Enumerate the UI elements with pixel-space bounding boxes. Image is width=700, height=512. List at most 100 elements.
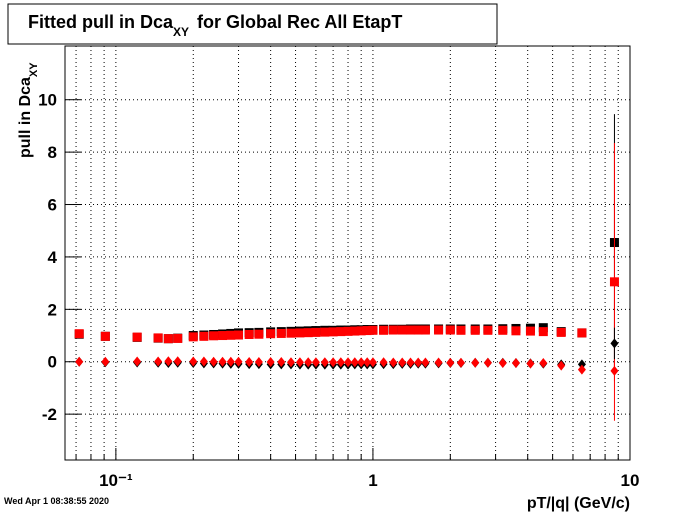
marker	[483, 357, 492, 368]
marker	[445, 325, 455, 335]
marker	[266, 357, 275, 368]
marker	[336, 357, 345, 368]
title-box	[7, 3, 498, 45]
marker	[362, 326, 372, 336]
marker	[379, 325, 389, 335]
y-tick-label: 4	[48, 248, 58, 267]
y-axis-label: pull in DcaXY	[17, 62, 40, 158]
marker	[218, 356, 227, 367]
marker	[153, 333, 163, 343]
y-label-text: pull in Dca	[17, 77, 34, 158]
marker	[320, 327, 330, 337]
marker	[320, 357, 329, 368]
marker	[357, 357, 366, 368]
marker	[498, 358, 507, 369]
marker	[577, 328, 587, 338]
marker	[132, 332, 142, 342]
marker	[556, 327, 566, 337]
chart-title: Fitted pull in DcaXY for Global Rec All E…	[28, 12, 402, 39]
marker	[277, 357, 286, 368]
marker	[368, 325, 378, 335]
marker	[414, 357, 423, 368]
y-tick-label: 10	[38, 91, 57, 110]
y-tick-label: 0	[48, 353, 57, 372]
marker	[368, 357, 377, 368]
marker	[329, 357, 338, 368]
marker	[303, 328, 313, 338]
marker	[577, 359, 586, 370]
marker	[406, 357, 415, 368]
marker	[226, 356, 235, 367]
marker	[133, 356, 142, 367]
marker	[610, 365, 619, 376]
y-tick-label: 2	[48, 300, 57, 319]
marker	[421, 357, 430, 368]
marker	[557, 360, 566, 371]
marker	[254, 329, 264, 339]
marker	[276, 328, 286, 338]
marker	[483, 325, 493, 335]
marker	[234, 330, 244, 340]
y-label-subscript: XY	[28, 62, 40, 77]
x-tick-label: 1	[368, 471, 377, 490]
marker	[389, 357, 398, 368]
marker	[209, 356, 218, 367]
marker	[610, 338, 619, 349]
marker	[295, 328, 305, 338]
marker	[538, 327, 548, 337]
marker	[336, 327, 346, 337]
marker	[525, 326, 535, 336]
marker	[234, 356, 243, 367]
timestamp: Wed Apr 1 08:38:55 2020	[4, 496, 109, 506]
marker	[245, 357, 254, 368]
marker	[363, 357, 372, 368]
marker	[254, 357, 263, 368]
marker	[344, 357, 353, 368]
marker	[526, 358, 535, 369]
marker	[266, 329, 276, 339]
marker	[173, 356, 182, 367]
marker	[434, 357, 443, 368]
title-tail: for Global Rec All EtapT	[197, 12, 402, 32]
marker	[199, 331, 209, 341]
marker	[311, 327, 321, 337]
marker	[498, 325, 508, 335]
marker	[413, 325, 423, 335]
marker	[350, 326, 360, 336]
marker	[406, 325, 416, 335]
y-tick-label: -2	[42, 405, 57, 424]
marker	[511, 326, 521, 336]
marker	[446, 357, 455, 368]
x-tick-label: 10	[621, 471, 640, 490]
marker	[434, 325, 444, 335]
marker	[456, 325, 466, 335]
y-tick-label: 8	[48, 143, 57, 162]
y-tick-label: 6	[48, 196, 57, 215]
marker	[218, 331, 228, 341]
marker	[101, 356, 110, 367]
marker	[350, 357, 359, 368]
marker	[511, 358, 520, 369]
marker	[74, 329, 84, 339]
plot-frame	[64, 45, 631, 461]
marker	[163, 334, 173, 344]
title-subscript: XY	[173, 25, 189, 39]
marker	[471, 357, 480, 368]
marker	[286, 328, 296, 338]
marker	[328, 327, 338, 337]
marker	[199, 356, 208, 367]
marker	[311, 357, 320, 368]
marker	[244, 329, 254, 339]
marker	[398, 357, 407, 368]
marker	[609, 277, 619, 287]
title-text: Fitted pull in Dca	[28, 12, 174, 32]
marker	[304, 357, 313, 368]
marker	[388, 325, 398, 335]
marker	[189, 356, 198, 367]
marker	[209, 331, 219, 341]
marker	[164, 356, 173, 367]
marker	[286, 357, 295, 368]
marker	[295, 357, 304, 368]
